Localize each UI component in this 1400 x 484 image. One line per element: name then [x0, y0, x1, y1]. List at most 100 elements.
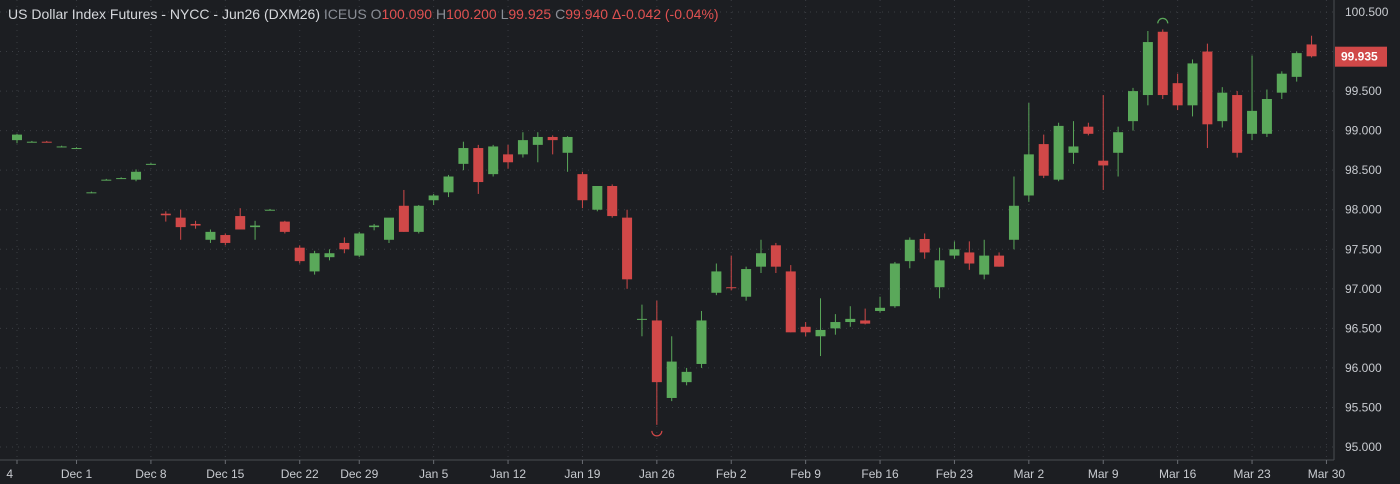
candle[interactable] [949, 241, 960, 259]
candle[interactable] [964, 241, 975, 270]
candle-body [339, 242, 350, 250]
candle[interactable] [220, 233, 231, 246]
candle[interactable] [532, 132, 543, 163]
candle[interactable] [279, 220, 290, 234]
y-tick-label: 96.500 [1345, 321, 1382, 335]
candle[interactable] [1083, 122, 1094, 136]
candle[interactable] [369, 223, 380, 231]
candle[interactable] [205, 229, 216, 243]
candle[interactable] [785, 265, 796, 333]
candle[interactable] [384, 217, 394, 243]
candle[interactable] [577, 171, 588, 209]
candle[interactable] [12, 133, 22, 144]
candle[interactable] [741, 266, 752, 301]
candle[interactable] [116, 177, 127, 180]
candle[interactable] [41, 140, 52, 143]
candle[interactable] [934, 247, 945, 299]
candle[interactable] [607, 184, 618, 218]
candle[interactable] [815, 298, 826, 357]
candle[interactable] [398, 189, 409, 232]
x-tick-label: Mar 16 [1159, 467, 1197, 481]
candle[interactable] [428, 193, 439, 205]
candle[interactable] [473, 144, 484, 194]
candle[interactable] [1113, 126, 1124, 177]
candle[interactable] [160, 211, 171, 222]
candle[interactable] [1202, 43, 1213, 149]
candle[interactable] [1261, 89, 1272, 137]
candle[interactable] [711, 263, 722, 296]
candle[interactable] [1247, 55, 1258, 141]
candle[interactable] [1142, 30, 1153, 106]
candle[interactable] [547, 135, 558, 155]
candle[interactable] [889, 261, 900, 308]
candle[interactable] [726, 255, 737, 291]
candle[interactable] [503, 144, 514, 169]
candle[interactable] [860, 308, 871, 325]
candle[interactable] [770, 242, 781, 273]
candle[interactable] [979, 239, 990, 280]
candle[interactable] [994, 252, 1005, 267]
candle-body [116, 178, 127, 180]
candle[interactable] [562, 136, 573, 172]
candle[interactable] [651, 300, 662, 425]
candle[interactable] [56, 145, 67, 148]
candle-body [1038, 144, 1049, 176]
candle[interactable] [919, 233, 930, 259]
candle[interactable] [1187, 59, 1198, 117]
candle[interactable] [175, 209, 186, 240]
candle[interactable] [324, 249, 335, 261]
candle[interactable] [443, 174, 454, 198]
candle[interactable] [101, 178, 112, 181]
candle[interactable] [339, 237, 350, 254]
candle[interactable] [264, 208, 275, 211]
candle[interactable] [145, 163, 156, 165]
candle[interactable] [636, 304, 647, 337]
candle[interactable] [1306, 35, 1317, 58]
candle[interactable] [1128, 87, 1138, 131]
candle[interactable] [1217, 87, 1228, 128]
candle[interactable] [1276, 71, 1287, 99]
candle[interactable] [622, 209, 633, 289]
candle[interactable] [235, 208, 246, 230]
candle[interactable] [696, 310, 707, 368]
candle[interactable] [354, 231, 365, 258]
candle[interactable] [458, 141, 469, 171]
candle[interactable] [681, 367, 692, 386]
candle[interactable] [875, 296, 886, 313]
candle[interactable] [904, 237, 915, 269]
candle[interactable] [294, 245, 305, 264]
candle[interactable] [1291, 51, 1302, 82]
candle[interactable] [1038, 134, 1049, 179]
candle[interactable] [592, 186, 603, 212]
y-tick-label: 100.500 [1345, 5, 1389, 19]
candle[interactable] [1172, 73, 1183, 111]
candle[interactable] [800, 322, 811, 337]
x-tick-label: Feb 9 [790, 467, 821, 481]
candle[interactable] [1068, 121, 1079, 164]
candle[interactable] [86, 191, 97, 194]
candle[interactable] [1232, 91, 1243, 158]
candle[interactable] [517, 132, 528, 158]
candle[interactable] [1098, 95, 1109, 190]
candle[interactable] [1023, 102, 1034, 202]
candle[interactable] [1008, 176, 1019, 250]
candle[interactable] [830, 314, 841, 335]
candle[interactable] [845, 306, 856, 327]
candle[interactable] [1053, 122, 1064, 182]
candle-body [1276, 73, 1287, 93]
candle[interactable] [1157, 29, 1168, 99]
candle[interactable] [26, 140, 37, 143]
candle[interactable] [190, 220, 201, 229]
candle[interactable] [309, 250, 320, 275]
candle[interactable] [250, 220, 261, 240]
candle[interactable] [488, 144, 499, 177]
candle-body [815, 329, 826, 337]
candle[interactable] [71, 147, 82, 150]
candle-body [1202, 51, 1213, 125]
extreme-markers [651, 17, 1169, 437]
candle[interactable] [131, 169, 142, 182]
candle[interactable] [413, 204, 424, 234]
candle[interactable] [666, 336, 677, 402]
candle[interactable] [756, 239, 766, 273]
